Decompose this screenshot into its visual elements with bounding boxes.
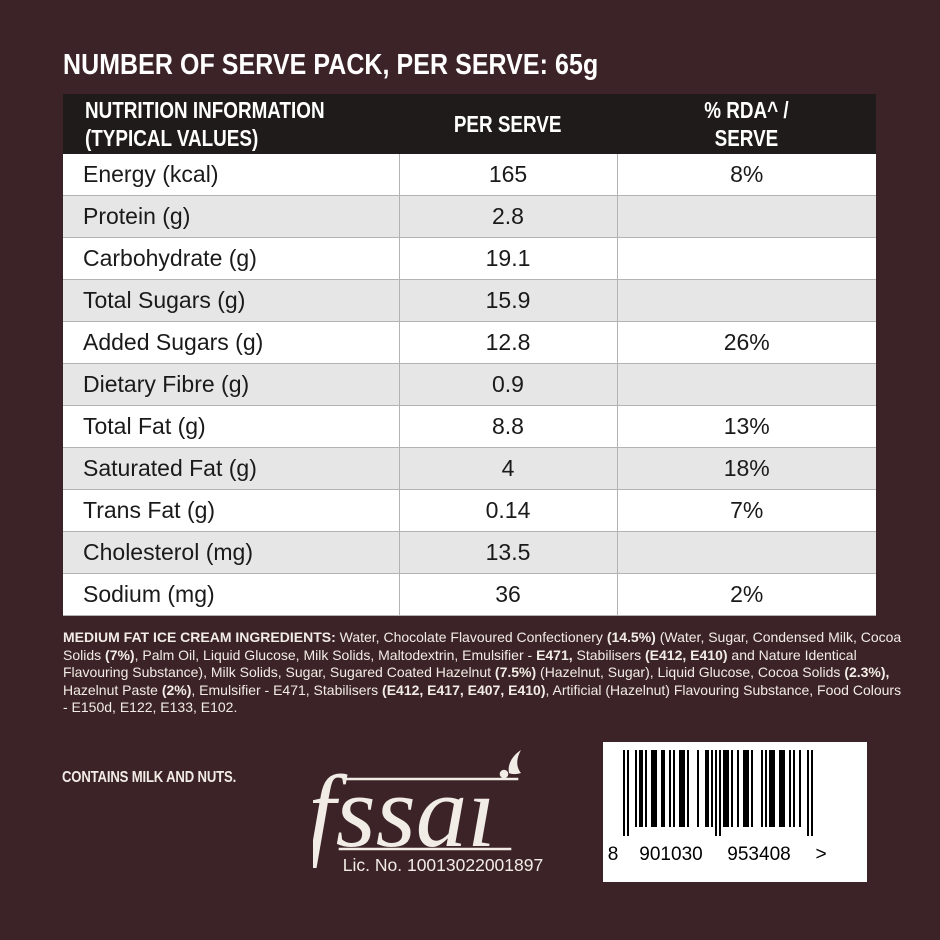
- svg-text:8: 8: [608, 844, 619, 865]
- svg-text:901030: 901030: [639, 844, 702, 865]
- svg-text:>: >: [815, 844, 826, 865]
- svg-text:953408: 953408: [727, 844, 790, 865]
- svg-text:fssaı: fssaı: [313, 755, 496, 869]
